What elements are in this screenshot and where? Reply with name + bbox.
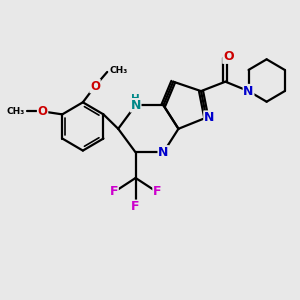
Text: CH₃: CH₃ bbox=[6, 107, 24, 116]
Text: O: O bbox=[38, 105, 48, 118]
Text: CH₃: CH₃ bbox=[110, 66, 128, 75]
Text: O: O bbox=[223, 50, 234, 63]
Text: H: H bbox=[131, 94, 140, 104]
Text: F: F bbox=[131, 200, 140, 213]
Text: F: F bbox=[153, 185, 162, 198]
Text: N: N bbox=[204, 111, 214, 124]
Text: N: N bbox=[243, 85, 254, 98]
Text: N: N bbox=[158, 146, 169, 159]
Text: O: O bbox=[90, 80, 100, 93]
Text: N: N bbox=[130, 99, 141, 112]
Text: F: F bbox=[110, 185, 118, 198]
